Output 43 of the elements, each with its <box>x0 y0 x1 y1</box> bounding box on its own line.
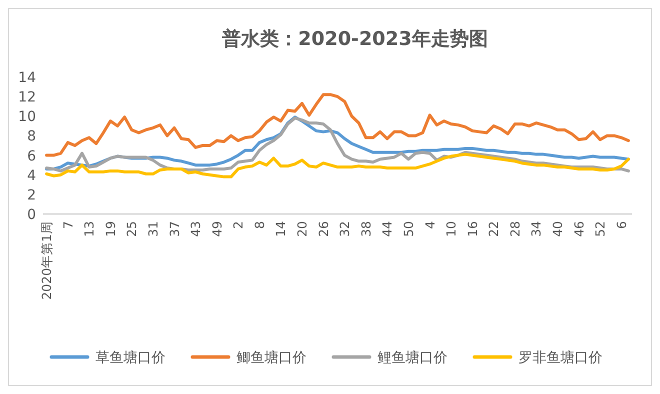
x-tick-label: 4 <box>422 220 438 229</box>
y-tick-label: 0 <box>27 207 36 223</box>
x-tick-label: 26 <box>316 220 331 237</box>
y-tick-label: 8 <box>27 128 36 145</box>
x-tick-label: 16 <box>464 220 480 237</box>
x-tick-label: 22 <box>486 221 502 237</box>
x-tick-label: 40 <box>550 220 565 237</box>
x-tick-label: 14 <box>273 220 288 237</box>
x-tick-label: 6 <box>614 220 629 229</box>
y-tick-label: 4 <box>27 168 36 184</box>
x-tick-label: 13 <box>82 221 97 237</box>
y-tick-label: 6 <box>27 148 36 164</box>
y-tick-label: 14 <box>18 70 36 86</box>
x-tick-label: 20 <box>294 220 310 237</box>
x-tick-label: 44 <box>380 220 395 237</box>
line-series <box>45 93 630 157</box>
x-tick-label: 37 <box>166 221 182 237</box>
x-tick-label: 7 <box>60 221 76 229</box>
x-tick-label: 50 <box>400 220 416 237</box>
legend-label: 草鱼塘口价 <box>96 350 166 366</box>
x-tick-label: 19 <box>102 220 118 237</box>
x-tick-label: 49 <box>209 220 224 237</box>
chart-title: 普水类：2020-2023年走势图 <box>221 28 488 50</box>
legend-label: 鲤鱼塘口价 <box>378 350 448 366</box>
x-tick-label: 34 <box>528 220 544 237</box>
x-tick-label: 52 <box>592 221 608 237</box>
y-tick-label: 12 <box>18 90 36 106</box>
y-tick-label: 2 <box>27 187 36 204</box>
legend-label: 罗非鱼塘口价 <box>518 350 602 366</box>
x-tick-label: 38 <box>358 220 374 237</box>
x-tick-label: 46 <box>571 220 586 237</box>
line-series <box>45 152 630 178</box>
x-tick-label: 25 <box>124 221 140 237</box>
x-tick-label: 2020年第1周 <box>39 221 54 300</box>
x-tick-label: 28 <box>507 220 522 237</box>
x-tick-label: 2 <box>230 221 246 229</box>
x-tick-label: 10 <box>444 220 459 237</box>
x-tick-label: 31 <box>145 221 160 237</box>
legend-label: 鲫鱼塘口价 <box>236 350 306 366</box>
y-tick-label: 10 <box>18 109 36 126</box>
x-tick-label: 43 <box>188 221 204 237</box>
x-tick-label: 32 <box>337 221 352 237</box>
x-tick-label: 8 <box>252 220 267 229</box>
